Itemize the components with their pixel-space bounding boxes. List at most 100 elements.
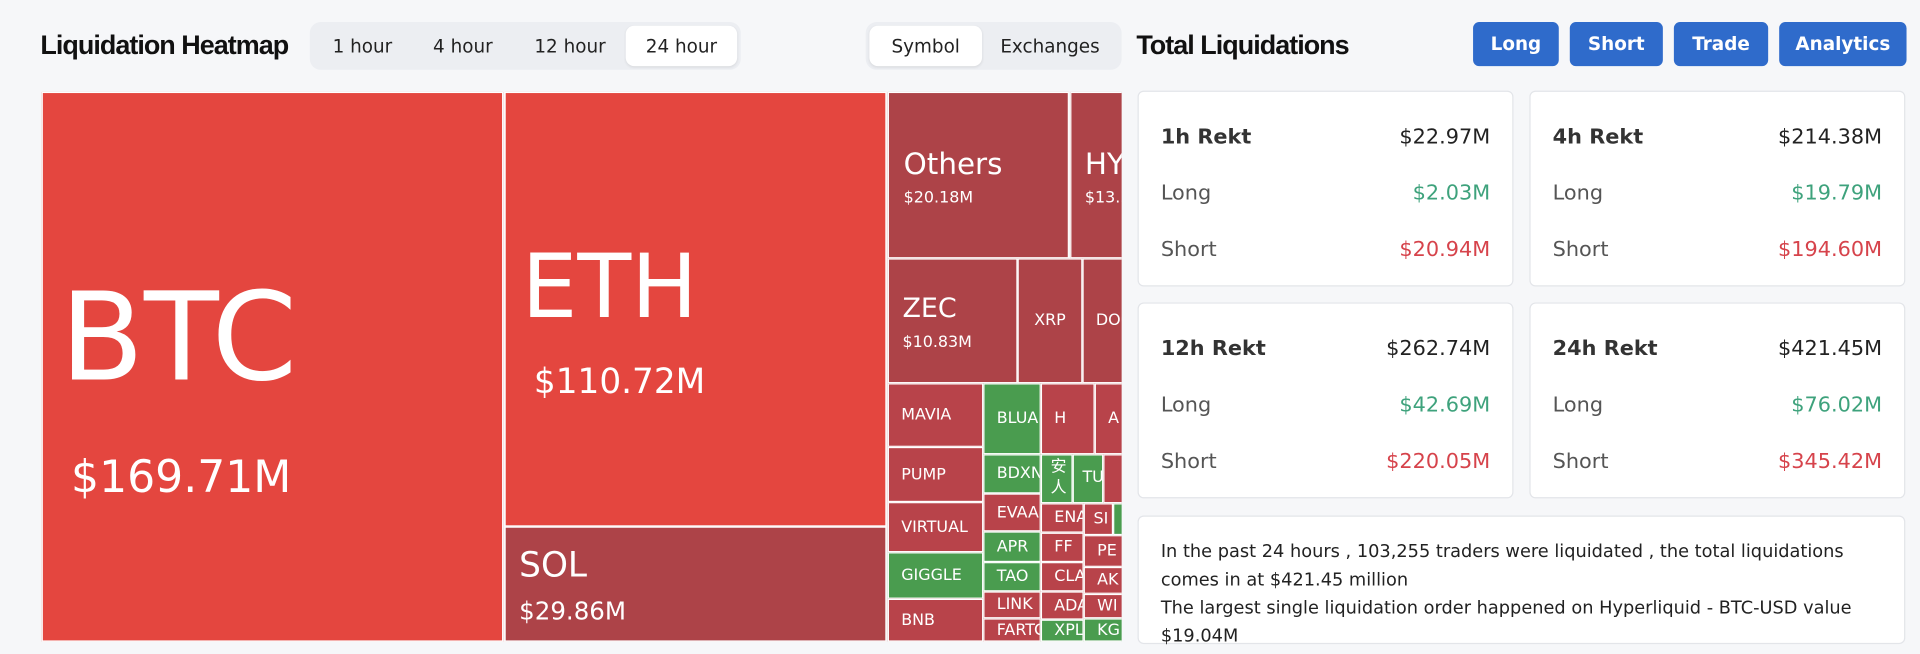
tile-label: ETH: [521, 235, 698, 338]
view-tabs: Symbol Exchanges: [865, 22, 1122, 70]
tile-label: AK: [1097, 571, 1119, 590]
button[interactable]: Short: [1569, 22, 1663, 67]
tile: GIGGLE: [887, 552, 984, 599]
tile-value: $169.71M: [71, 453, 292, 504]
tab[interactable]: 12 hour: [534, 34, 606, 57]
tab-active[interactable]: 24 hour: [625, 25, 738, 67]
row-value: $220.05M: [1386, 449, 1491, 474]
title: Liquidation Heatmap: [40, 29, 289, 61]
card-row: Long $2.03M: [1161, 181, 1490, 205]
tile: Others $20.18M: [887, 91, 1069, 259]
card-title: 4h Rekt: [1552, 124, 1644, 150]
tile-label: SOL: [519, 544, 588, 586]
tile-label: SI: [1093, 510, 1109, 529]
tile-label: FF: [1054, 538, 1073, 557]
tile-label: 安人: [1050, 458, 1067, 498]
tile: XPL: [1040, 619, 1084, 642]
tile: LINK: [983, 591, 1041, 619]
tab[interactable]: 4 hour: [433, 34, 493, 57]
tile: A: [1094, 383, 1122, 455]
row-label: Long: [1552, 181, 1604, 206]
tile-value: $10.83M: [902, 333, 972, 353]
row-value: $76.02M: [1791, 393, 1883, 418]
tile: CLA: [1040, 562, 1084, 592]
tile-label: A: [1108, 409, 1120, 428]
tile: VIRTUAL: [887, 502, 984, 553]
card-row: Long $42.69M: [1161, 393, 1490, 417]
tile-label: WI: [1097, 596, 1118, 616]
tab[interactable]: 1 hour: [332, 34, 393, 57]
button[interactable]: Long: [1473, 22, 1559, 67]
tile: AK: [1083, 566, 1122, 594]
time-tabs: 1 hour 4 hour 12 hour 24 hour: [309, 22, 741, 70]
tile-label: XRP: [1034, 311, 1066, 331]
tile: BLUA: [983, 383, 1041, 455]
card-title: 24h Rekt: [1552, 336, 1658, 362]
tile: XRP: [1017, 258, 1083, 384]
tile: ADA: [1040, 591, 1084, 620]
tile-label: BDXN: [996, 464, 1041, 484]
row-value: $42.69M: [1399, 393, 1491, 418]
tile: PUMP: [887, 446, 984, 503]
tab-active[interactable]: Symbol: [869, 25, 983, 67]
row-label: Short: [1160, 449, 1217, 474]
heatmap: BTC $169.71M ETH $110.72M SOL $29.86M Others $2…: [41, 91, 1122, 642]
tile-label: TAO: [996, 567, 1029, 586]
tile-label: CLA: [1054, 567, 1084, 586]
button[interactable]: Analytics: [1779, 22, 1907, 67]
card-header: 4h Rekt $214.38M: [1553, 125, 1882, 149]
card-total: $214.38M: [1777, 124, 1883, 150]
card-row: Short $345.42M: [1553, 449, 1882, 473]
tile-label: LINK: [996, 595, 1033, 615]
tile-label: HY: [1084, 146, 1122, 182]
card-header: 12h Rekt $262.74M: [1161, 337, 1490, 361]
tile: APR: [983, 531, 1041, 563]
tile-label: BTC: [60, 265, 298, 409]
tile: SI: [1083, 503, 1114, 536]
rekt-card: 4h Rekt $214.38M Long $19.79M Short $194.60M: [1529, 90, 1906, 287]
card-header: 1h Rekt $22.97M: [1161, 125, 1490, 149]
row-value: $2.03M: [1412, 181, 1491, 206]
tile: BDXN: [983, 454, 1041, 494]
card-row: Short $194.60M: [1553, 238, 1882, 262]
card-total: $262.74M: [1386, 336, 1491, 362]
tile-label: DOG: [1095, 311, 1122, 331]
tile-label: GIGGLE: [901, 566, 962, 585]
card-total: $22.97M: [1399, 124, 1491, 150]
tile: 安人: [1040, 454, 1073, 504]
button[interactable]: Trade: [1673, 22, 1769, 67]
section-title: Total Liquidations: [1136, 29, 1349, 61]
card-row: Short $220.05M: [1161, 449, 1490, 473]
tile: H: [1040, 383, 1095, 455]
tile: FARTC: [983, 618, 1041, 642]
tile: BNB: [887, 598, 984, 642]
tile-value: $20.18M: [903, 189, 974, 208]
tile-label: H: [1054, 409, 1067, 428]
tile-label: FARTC: [996, 620, 1041, 640]
summary: In the past 24 hours , 103,255 traders w…: [1137, 515, 1906, 647]
rekt-card: 1h Rekt $22.97M Long $2.03M Short $20.94M: [1137, 90, 1514, 287]
tile-label: VIRTUAL: [901, 517, 968, 537]
tile: DOG: [1082, 258, 1122, 384]
tile-label: PE: [1097, 541, 1117, 561]
tile-label: TU: [1082, 468, 1104, 487]
tile: [1113, 503, 1122, 536]
tile: KG: [1083, 618, 1122, 642]
card-title: 12h Rekt: [1160, 336, 1266, 362]
rekt-card: 24h Rekt $421.45M Long $76.02M Short $345.42M: [1529, 302, 1906, 499]
row-label: Long: [1552, 393, 1604, 418]
tile-label: Others: [903, 146, 1003, 182]
tile-label: BLUA: [996, 409, 1039, 428]
summary-line: In the past 24 hours , 103,255 traders w…: [1160, 542, 1844, 591]
tile-label: ADA: [1054, 596, 1082, 615]
tab[interactable]: Exchanges: [1000, 34, 1100, 57]
card-row: Long $19.79M: [1553, 181, 1882, 205]
row-label: Short: [1552, 449, 1609, 474]
row-value: $194.60M: [1777, 237, 1883, 263]
tile-value: $110.72M: [533, 361, 706, 402]
card-row: Short $20.94M: [1161, 238, 1490, 262]
tile-label: XPL: [1054, 621, 1084, 640]
tile: SOL $29.86M: [504, 526, 887, 642]
